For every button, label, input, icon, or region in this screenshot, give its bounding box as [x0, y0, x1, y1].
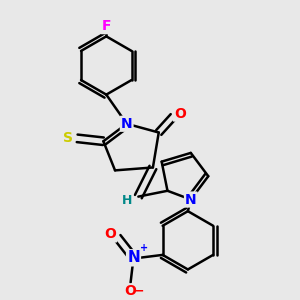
Text: S: S: [63, 131, 74, 145]
Text: H: H: [122, 194, 133, 208]
Text: N: N: [185, 193, 196, 206]
Text: O: O: [125, 284, 136, 298]
Text: O: O: [104, 227, 116, 242]
Text: O: O: [174, 106, 186, 121]
Text: F: F: [101, 19, 111, 33]
Text: −: −: [134, 285, 145, 298]
Text: +: +: [140, 243, 148, 253]
Text: N: N: [127, 250, 140, 265]
Text: N: N: [121, 117, 133, 131]
